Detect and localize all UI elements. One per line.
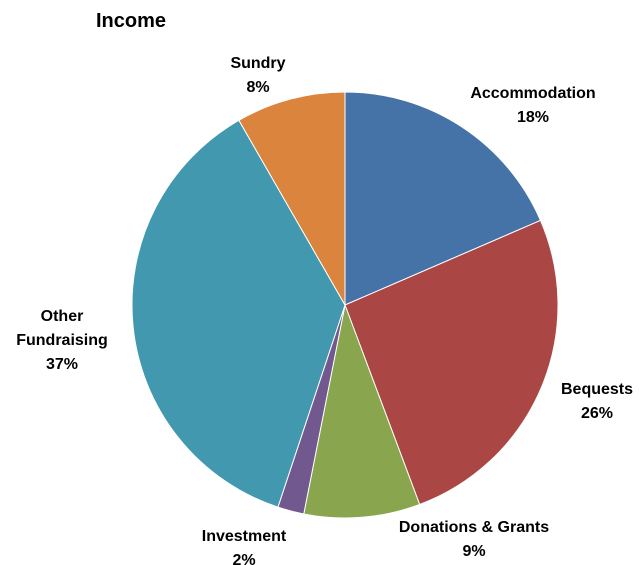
data-label-donations-grants: Donations & Grants 9% [399, 519, 549, 560]
pie-labels: Accommodation 18% Bequests 26% Donations & G… [16, 55, 633, 565]
data-label-accommodation: Accommodation 18% [470, 85, 595, 126]
chart-title: Income [96, 10, 166, 32]
pie-slice-other-fundraising [131, 119, 346, 508]
data-label-investment: Investment 2% [202, 528, 287, 565]
pie-slice-sundry [238, 91, 346, 307]
pie-slice-accommodation [344, 91, 542, 306]
data-label-sundry: Sundry 8% [230, 55, 285, 96]
pie-slice-donations-grants [303, 303, 421, 519]
pie-slice-bequests [344, 219, 559, 506]
pie-slices [131, 91, 559, 519]
data-label-other-fundraising: Other Fundraising 37% [16, 308, 108, 373]
data-label-bequests: Bequests 26% [561, 381, 633, 422]
